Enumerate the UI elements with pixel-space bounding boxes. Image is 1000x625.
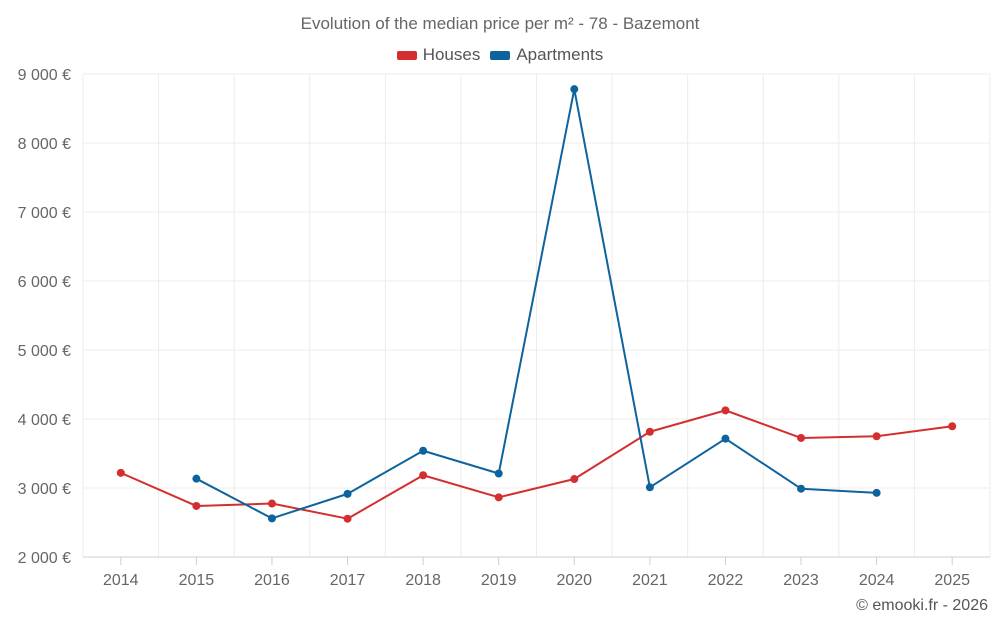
y-tick-label: 5 000 € xyxy=(18,343,71,360)
x-tick-label: 2023 xyxy=(783,572,819,589)
x-tick-label: 2024 xyxy=(859,572,895,589)
y-tick-label: 2 000 € xyxy=(18,550,71,567)
x-tick-label: 2014 xyxy=(103,572,139,589)
data-point-houses xyxy=(645,427,654,436)
legend-swatch-houses xyxy=(396,50,417,60)
data-point-apartments xyxy=(797,484,806,493)
data-point-houses xyxy=(116,468,125,477)
y-tick-label: 3 000 € xyxy=(18,481,71,498)
data-point-apartments xyxy=(192,474,201,483)
y-tick-label: 8 000 € xyxy=(18,136,71,153)
data-point-houses xyxy=(872,432,881,441)
data-point-houses xyxy=(343,514,352,523)
data-point-houses xyxy=(570,475,579,484)
x-tick-label: 2015 xyxy=(179,572,215,589)
data-point-apartments xyxy=(645,483,654,492)
y-tick-label: 9 000 € xyxy=(18,67,71,84)
legend-swatch-apartments xyxy=(490,50,511,60)
y-tick-label: 4 000 € xyxy=(18,412,71,429)
chart-title: Evolution of the median price per m² - 7… xyxy=(300,14,700,33)
data-point-houses xyxy=(419,471,428,480)
x-tick-label: 2019 xyxy=(481,572,517,589)
data-point-houses xyxy=(948,422,957,431)
x-tick-label: 2016 xyxy=(254,572,290,589)
legend-item-houses[interactable]: Houses xyxy=(396,45,481,65)
data-point-houses xyxy=(494,493,503,502)
data-point-houses xyxy=(797,433,806,442)
data-point-apartments xyxy=(872,488,881,497)
legend-label-houses: Houses xyxy=(422,45,481,64)
x-tick-label: 2020 xyxy=(556,572,592,589)
x-tick-label: 2017 xyxy=(330,572,366,589)
data-point-apartments xyxy=(343,489,352,498)
data-point-apartments xyxy=(721,434,730,443)
data-point-houses xyxy=(267,499,276,508)
x-tick-label: 2025 xyxy=(934,572,970,589)
x-tick-label: 2018 xyxy=(405,572,441,589)
data-point-houses xyxy=(721,406,730,415)
series-line-apartments xyxy=(195,88,877,520)
credit-text: © emooki.fr - 2026 xyxy=(856,597,988,614)
x-tick-label: 2022 xyxy=(708,572,744,589)
data-point-houses xyxy=(192,501,201,510)
y-tick-label: 6 000 € xyxy=(18,274,71,291)
legend: Houses Apartments xyxy=(0,45,1000,65)
data-point-apartments xyxy=(419,446,428,455)
data-point-apartments xyxy=(570,85,579,94)
legend-item-apartments[interactable]: Apartments xyxy=(490,45,603,65)
series-line-houses xyxy=(120,409,953,520)
legend-label-apartments: Apartments xyxy=(516,45,604,64)
data-point-apartments xyxy=(494,469,503,478)
y-tick-label: 7 000 € xyxy=(18,205,71,222)
x-tick-label: 2021 xyxy=(632,572,668,589)
data-point-apartments xyxy=(267,514,276,523)
